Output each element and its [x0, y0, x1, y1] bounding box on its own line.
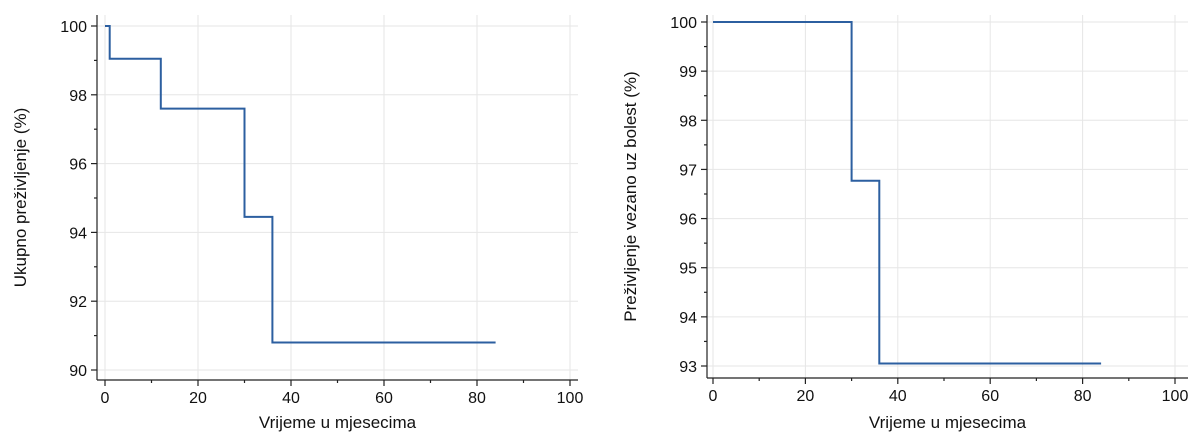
y-tick-label: 96 — [679, 212, 697, 229]
y-tick-label: 94 — [69, 225, 87, 242]
y-tick-label: 96 — [69, 157, 87, 174]
y-tick-label: 94 — [679, 310, 697, 327]
axes — [701, 15, 1188, 384]
x-tick-label: 60 — [375, 390, 393, 407]
x-tick-label: 0 — [101, 390, 110, 407]
y-tick-label: 92 — [69, 294, 87, 311]
x-tick-label: 20 — [797, 388, 815, 405]
y-tick-label: 93 — [679, 359, 697, 376]
y-tick-label: 95 — [679, 261, 697, 278]
x-tick-label: 100 — [557, 390, 584, 407]
overall-survival-plot: 0 20 40 60 80 100 90 92 94 96 98 100 Vrijeme u mjese… — [11, 15, 584, 432]
axes — [91, 15, 578, 386]
disease-specific-survival-chart: 0 20 40 60 80 100 93 94 95 96 97 98 99 100 Vrijeme u m… — [600, 0, 1195, 441]
gridlines — [707, 15, 1188, 378]
x-tick-label: 20 — [189, 390, 207, 407]
disease-specific-survival-plot: 0 20 40 60 80 100 93 94 95 96 97 98 99 100 Vrijeme u m… — [621, 15, 1189, 432]
y-axis-label: Ukupno preživljenje (%) — [11, 108, 30, 288]
gridlines — [97, 15, 578, 380]
y-tick-label: 100 — [60, 19, 87, 36]
y-tick-label: 98 — [679, 113, 697, 130]
y-tick-label: 99 — [679, 64, 697, 81]
x-tick-label: 40 — [282, 390, 300, 407]
x-tick-label: 0 — [709, 388, 718, 405]
x-tick-label: 40 — [889, 388, 907, 405]
dss-survival-curve — [713, 21, 1102, 365]
x-tick-label: 100 — [1162, 388, 1189, 405]
os-survival-curve — [105, 25, 496, 344]
x-tick-label: 80 — [1074, 388, 1092, 405]
x-axis-label: Vrijeme u mjesecima — [869, 413, 1027, 432]
y-axis-label: Preživljenje vezano uz bolest (%) — [621, 71, 640, 321]
x-tick-label: 60 — [981, 388, 999, 405]
x-tick-label: 80 — [468, 390, 486, 407]
y-tick-label: 98 — [69, 88, 87, 105]
x-axis-label: Vrijeme u mjesecima — [259, 413, 417, 432]
overall-survival-chart: 0 20 40 60 80 100 90 92 94 96 98 100 Vrijeme u mjese… — [11, 15, 584, 432]
y-tick-label: 100 — [670, 15, 697, 32]
y-tick-label: 97 — [679, 162, 697, 179]
y-tick-label: 90 — [69, 363, 87, 380]
